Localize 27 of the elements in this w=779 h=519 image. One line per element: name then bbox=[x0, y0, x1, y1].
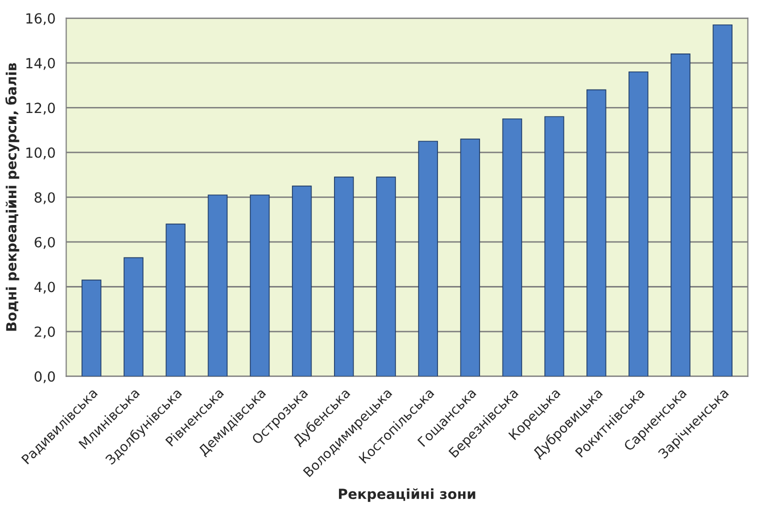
y-tick-label: 2,0 bbox=[34, 326, 55, 338]
bar bbox=[292, 186, 312, 376]
y-tick-label: 8,0 bbox=[34, 192, 55, 204]
bar bbox=[208, 194, 228, 376]
y-tick-label: 16,0 bbox=[26, 13, 55, 26]
bar bbox=[124, 257, 144, 376]
bar bbox=[376, 176, 396, 376]
x-axis-title: Рекреаційні зони bbox=[338, 488, 476, 502]
y-tick-label: 4,0 bbox=[34, 282, 55, 294]
y-tick-label: 12,0 bbox=[26, 102, 55, 115]
bar bbox=[586, 89, 606, 376]
y-tick-label: 14,0 bbox=[26, 58, 55, 70]
bar bbox=[82, 280, 102, 376]
y-tick-label: 6,0 bbox=[34, 236, 55, 249]
bar bbox=[334, 176, 354, 376]
bar bbox=[250, 194, 270, 376]
y-axis-title: Водні рекреаційні ресурси, балів bbox=[5, 63, 20, 331]
bar bbox=[712, 24, 732, 376]
bar bbox=[544, 116, 564, 376]
bar bbox=[418, 140, 438, 376]
bar bbox=[502, 118, 522, 376]
bar bbox=[628, 71, 648, 376]
y-tick-label: 10,0 bbox=[26, 147, 55, 160]
bar bbox=[166, 224, 186, 376]
y-tick-label: 0,0 bbox=[34, 371, 55, 384]
bar bbox=[460, 138, 480, 376]
bar bbox=[670, 54, 690, 376]
